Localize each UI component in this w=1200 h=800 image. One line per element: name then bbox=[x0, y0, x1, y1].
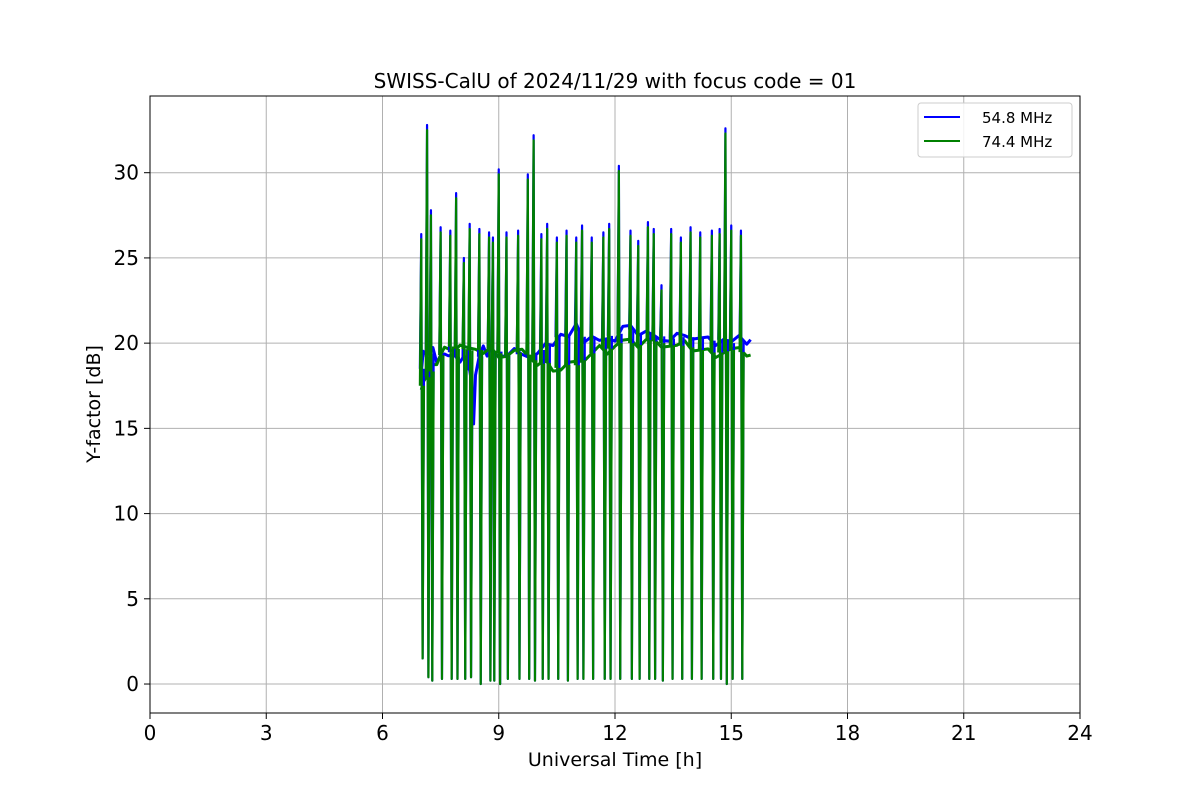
legend-label-74-4: 74.4 MHz bbox=[982, 133, 1052, 151]
calibration-spike bbox=[515, 234, 522, 681]
y-tick-label: 25 bbox=[114, 246, 139, 270]
calibration-spike bbox=[728, 229, 736, 681]
calibration-spike bbox=[635, 244, 643, 681]
y-tick-label: 15 bbox=[114, 416, 139, 440]
calibration-spike bbox=[525, 178, 532, 681]
calibration-spike bbox=[486, 236, 493, 682]
y-tick-label: 20 bbox=[114, 331, 139, 355]
calibration-spike bbox=[697, 236, 705, 681]
calibration-spike bbox=[688, 231, 695, 681]
calibration-spike bbox=[668, 232, 675, 681]
calibration-spike bbox=[722, 132, 730, 686]
plot-area bbox=[418, 123, 752, 686]
y-tick-label: 0 bbox=[126, 672, 139, 696]
calibration-spike bbox=[538, 238, 546, 681]
calibration-spike bbox=[738, 234, 745, 681]
x-tick-label: 0 bbox=[144, 721, 157, 745]
calibration-spike bbox=[461, 261, 468, 681]
calibration-spike bbox=[606, 227, 613, 681]
calibration-spike bbox=[659, 289, 666, 682]
x-tick-label: 6 bbox=[376, 721, 389, 745]
x-tick-label: 15 bbox=[719, 721, 744, 745]
y-axis-label: Y-factor [dB] bbox=[83, 345, 105, 464]
calibration-spike bbox=[589, 241, 596, 681]
calibration-spike bbox=[579, 229, 586, 681]
x-tick-label: 3 bbox=[260, 721, 273, 745]
legend: 54.8 MHz 74.4 MHz bbox=[917, 102, 1073, 158]
x-tick-label: 9 bbox=[492, 721, 505, 745]
y-axis: 0 5 10 15 20 25 30 bbox=[114, 161, 150, 696]
calibration-spike bbox=[573, 241, 581, 681]
y-tick-label: 30 bbox=[114, 161, 139, 185]
series-layer bbox=[418, 123, 752, 686]
calibration-spike bbox=[645, 226, 652, 681]
x-tick-label: 21 bbox=[951, 721, 976, 745]
calibration-spike bbox=[453, 197, 460, 681]
calibration-spike bbox=[600, 236, 608, 681]
x-axis: 0 3 6 9 12 15 18 21 24 bbox=[144, 713, 1093, 745]
calibration-spike bbox=[531, 139, 538, 682]
legend-label-54-8: 54.8 MHz bbox=[982, 109, 1052, 127]
calibration-spike bbox=[467, 227, 474, 679]
calibration-spike bbox=[428, 214, 435, 682]
calibration-spike bbox=[447, 234, 455, 681]
x-tick-label: 12 bbox=[602, 721, 627, 745]
calibration-spike bbox=[616, 169, 623, 681]
calibration-spike bbox=[544, 227, 551, 681]
calibration-spike bbox=[496, 173, 503, 686]
calibration-spike bbox=[438, 231, 445, 681]
calibration-spike bbox=[709, 234, 716, 681]
calibration-spike bbox=[424, 128, 431, 679]
calibration-spike bbox=[504, 236, 511, 681]
x-tick-label: 24 bbox=[1067, 721, 1092, 745]
x-axis-label: Universal Time [h] bbox=[528, 749, 702, 771]
calibration-spike bbox=[678, 241, 685, 681]
calibration-spike bbox=[717, 232, 724, 681]
calibration-spike bbox=[418, 238, 426, 660]
calibration-spike bbox=[651, 232, 658, 681]
chart-title: SWISS-CalU of 2024/11/29 with focus code… bbox=[374, 69, 857, 93]
calibration-spike bbox=[564, 234, 571, 682]
x-tick-label: 18 bbox=[835, 721, 860, 745]
calibration-spike bbox=[476, 232, 484, 686]
calibration-spike bbox=[490, 241, 497, 682]
calibration-spike bbox=[628, 234, 635, 681]
y-tick-label: 10 bbox=[114, 502, 139, 526]
calibration-spike bbox=[554, 241, 561, 681]
y-tick-label: 5 bbox=[126, 587, 139, 611]
